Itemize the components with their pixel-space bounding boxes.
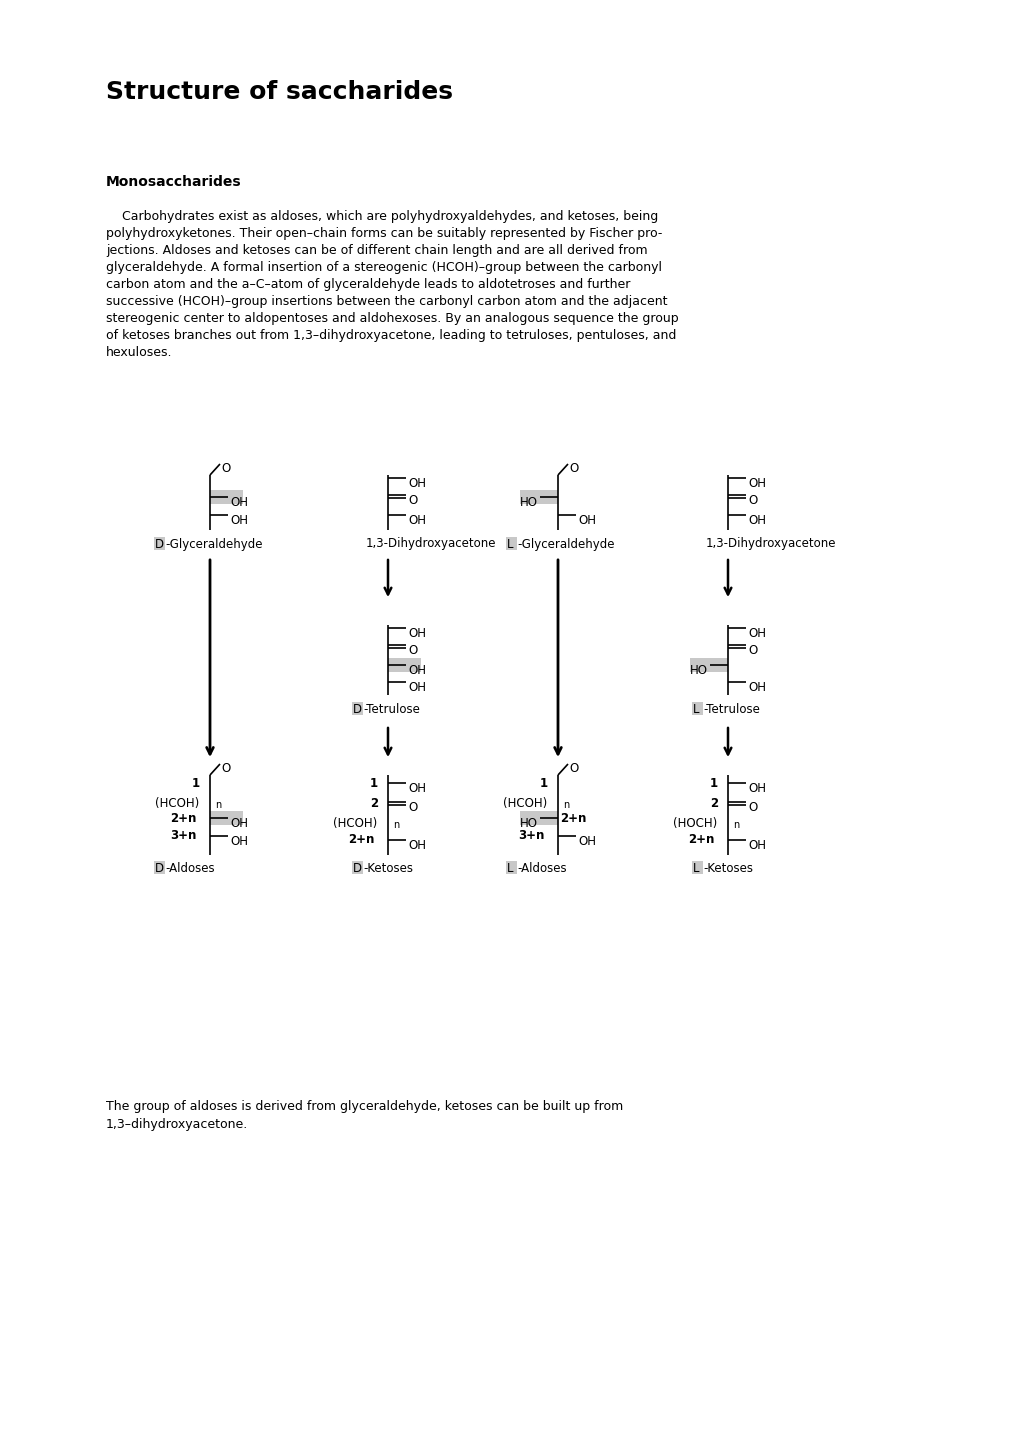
- Text: O: O: [569, 762, 578, 775]
- Text: 2+n: 2+n: [559, 811, 586, 826]
- Text: 2+n: 2+n: [170, 811, 197, 826]
- Text: OH: OH: [747, 839, 765, 852]
- Bar: [154, 862, 165, 875]
- Text: -Aldoses: -Aldoses: [517, 862, 567, 875]
- Bar: [505, 862, 517, 875]
- Text: carbon atom and the a–C–atom of glyceraldehyde leads to aldotetroses and further: carbon atom and the a–C–atom of glyceral…: [106, 278, 630, 291]
- Text: n: n: [215, 800, 221, 810]
- Text: O: O: [569, 463, 578, 476]
- Text: 1: 1: [709, 777, 717, 790]
- Text: O: O: [747, 644, 756, 657]
- Text: (HCOH): (HCOH): [502, 797, 547, 810]
- Text: (HOCH): (HOCH): [673, 817, 716, 830]
- Text: Monosaccharides: Monosaccharides: [106, 174, 242, 189]
- Text: 1: 1: [192, 777, 200, 790]
- Text: 1,3-Dihydroxyacetone: 1,3-Dihydroxyacetone: [366, 537, 496, 550]
- Text: OH: OH: [408, 477, 426, 490]
- Text: 1,3–dihydroxyacetone.: 1,3–dihydroxyacetone.: [106, 1118, 248, 1131]
- Text: 3+n: 3+n: [170, 829, 197, 842]
- Text: HO: HO: [520, 496, 537, 509]
- Text: O: O: [408, 644, 417, 657]
- Bar: [210, 490, 243, 504]
- Text: O: O: [221, 762, 230, 775]
- Text: 1: 1: [539, 777, 547, 790]
- Text: 2: 2: [370, 797, 378, 810]
- Text: OH: OH: [408, 627, 426, 640]
- Text: polyhydroxyketones. Their open–chain forms can be suitably represented by Fische: polyhydroxyketones. Their open–chain for…: [106, 228, 661, 241]
- Text: (HCOH): (HCOH): [332, 817, 377, 830]
- Text: OH: OH: [408, 839, 426, 852]
- Bar: [352, 702, 363, 715]
- Bar: [210, 811, 243, 826]
- Text: -Tetrulose: -Tetrulose: [702, 703, 759, 716]
- Text: OH: OH: [408, 664, 426, 677]
- Bar: [505, 537, 517, 550]
- Text: D: D: [353, 703, 362, 716]
- Text: 1: 1: [370, 777, 378, 790]
- Text: OH: OH: [747, 514, 765, 527]
- Text: successive (HCOH)–group insertions between the carbonyl carbon atom and the adja: successive (HCOH)–group insertions betwe…: [106, 295, 666, 308]
- Text: 1,3-Dihydroxyacetone: 1,3-Dihydroxyacetone: [705, 537, 836, 550]
- Bar: [691, 862, 702, 875]
- Text: HO: HO: [689, 664, 707, 677]
- Text: -Glyceraldehyde: -Glyceraldehyde: [165, 537, 262, 550]
- Text: of ketoses branches out from 1,3–dihydroxyacetone, leading to tetruloses, pentul: of ketoses branches out from 1,3–dihydro…: [106, 329, 676, 342]
- Text: -Ketoses: -Ketoses: [702, 862, 752, 875]
- Text: D: D: [353, 862, 362, 875]
- Text: -Tetrulose: -Tetrulose: [363, 703, 420, 716]
- Bar: [520, 490, 557, 504]
- Text: -Aldoses: -Aldoses: [165, 862, 214, 875]
- Text: OH: OH: [229, 514, 248, 527]
- Text: OH: OH: [747, 682, 765, 695]
- Text: 2+n: 2+n: [347, 833, 374, 846]
- Bar: [689, 659, 728, 672]
- Text: 2+n: 2+n: [688, 833, 713, 846]
- Text: OH: OH: [229, 817, 248, 830]
- Text: O: O: [408, 801, 417, 814]
- Text: OH: OH: [408, 514, 426, 527]
- Bar: [387, 659, 421, 672]
- Text: O: O: [221, 463, 230, 476]
- Text: stereogenic center to aldopentoses and aldohexoses. By an analogous sequence the: stereogenic center to aldopentoses and a…: [106, 313, 678, 326]
- Text: -Glyceraldehyde: -Glyceraldehyde: [517, 537, 613, 550]
- Text: D: D: [155, 537, 164, 550]
- Text: n: n: [562, 800, 569, 810]
- Text: D: D: [155, 862, 164, 875]
- Text: n: n: [733, 820, 739, 830]
- Text: O: O: [747, 801, 756, 814]
- Text: 3+n: 3+n: [518, 829, 544, 842]
- Bar: [691, 702, 702, 715]
- Text: OH: OH: [408, 682, 426, 695]
- Text: The group of aldoses is derived from glyceraldehyde, ketoses can be built up fro: The group of aldoses is derived from gly…: [106, 1099, 623, 1112]
- Text: 2: 2: [709, 797, 717, 810]
- Text: OH: OH: [578, 834, 595, 847]
- Text: HO: HO: [520, 817, 537, 830]
- Text: glyceraldehyde. A formal insertion of a stereogenic (HCOH)–group between the car: glyceraldehyde. A formal insertion of a …: [106, 261, 661, 274]
- Text: L: L: [506, 862, 513, 875]
- Text: Structure of saccharides: Structure of saccharides: [106, 81, 452, 104]
- Text: O: O: [408, 494, 417, 507]
- Bar: [520, 811, 557, 826]
- Text: (HCOH): (HCOH): [155, 797, 199, 810]
- Text: OH: OH: [408, 782, 426, 795]
- Text: L: L: [692, 862, 699, 875]
- Text: hexuloses.: hexuloses.: [106, 346, 172, 359]
- Text: n: n: [392, 820, 398, 830]
- Bar: [352, 862, 363, 875]
- Text: OH: OH: [747, 627, 765, 640]
- Text: OH: OH: [229, 496, 248, 509]
- Text: jections. Aldoses and ketoses can be of different chain length and are all deriv: jections. Aldoses and ketoses can be of …: [106, 244, 647, 256]
- Text: OH: OH: [747, 782, 765, 795]
- Text: OH: OH: [229, 834, 248, 847]
- Text: OH: OH: [578, 514, 595, 527]
- Text: -Ketoses: -Ketoses: [363, 862, 413, 875]
- Text: Carbohydrates exist as aldoses, which are polyhydroxyaldehydes, and ketoses, bei: Carbohydrates exist as aldoses, which ar…: [106, 210, 657, 223]
- Text: L: L: [506, 537, 513, 550]
- Text: L: L: [692, 703, 699, 716]
- Bar: [154, 537, 165, 550]
- Text: O: O: [747, 494, 756, 507]
- Text: OH: OH: [747, 477, 765, 490]
